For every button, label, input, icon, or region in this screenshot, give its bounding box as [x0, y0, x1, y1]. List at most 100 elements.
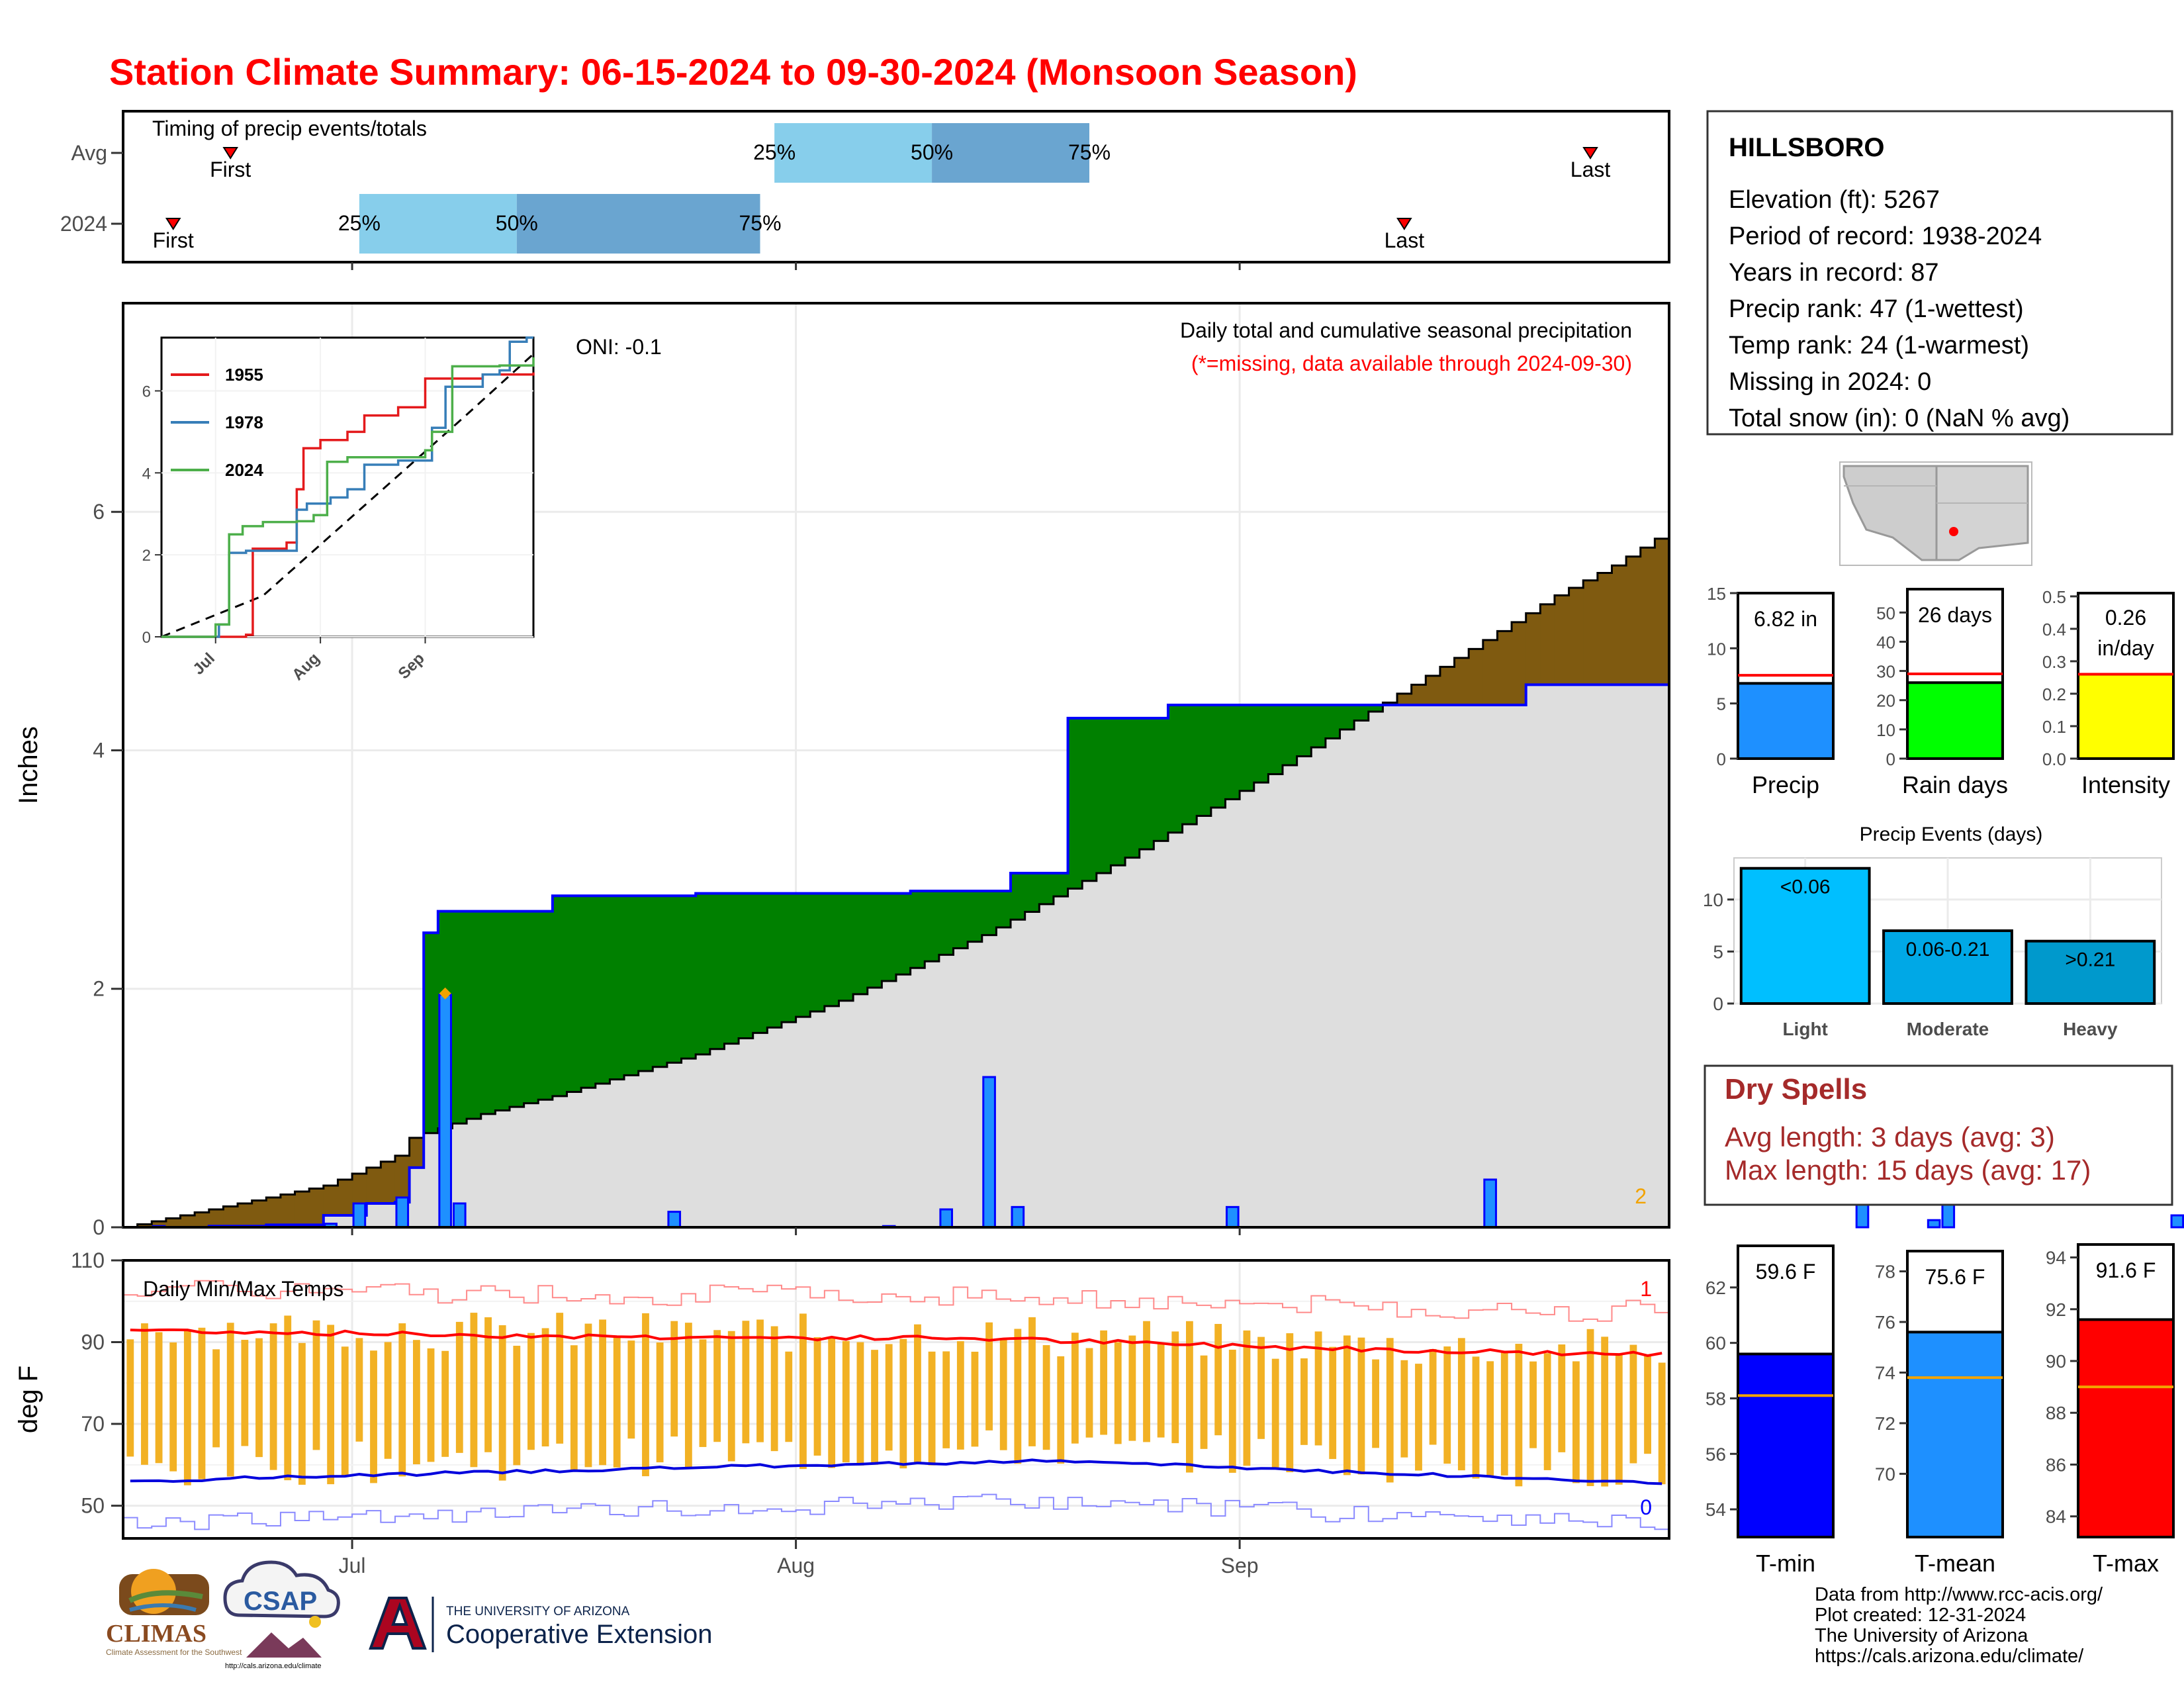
daily-temp-bar	[1028, 1317, 1036, 1446]
timing-label: Timing of precip events/totals	[152, 117, 427, 140]
surplus-segment	[1082, 718, 1097, 881]
daily-temp-bar	[384, 1342, 392, 1459]
tmin-gauge-tick: 60	[1706, 1333, 1726, 1354]
tmean-gauge-tick: 74	[1875, 1363, 1895, 1383]
daily-temp-bar	[971, 1351, 979, 1447]
tmax-gauge-tick: 92	[2046, 1299, 2066, 1320]
ua-logo-line2: Cooperative Extension	[446, 1620, 712, 1649]
surplus-segment	[1053, 873, 1069, 897]
surplus-segment	[867, 893, 882, 988]
daily-temp-bar	[1658, 1362, 1666, 1485]
raindays-gauge-tick: 50	[1876, 603, 1895, 623]
daily-temp-bar	[484, 1317, 492, 1452]
daily-temp-bar	[828, 1338, 836, 1468]
daily-precip-bar	[452, 1202, 467, 1229]
surplus-segment	[1311, 705, 1326, 747]
daily-temp-bar	[684, 1323, 692, 1468]
daily-temp-bar	[727, 1331, 735, 1462]
daily-temp-bar	[1400, 1360, 1408, 1458]
daily-temp-bar	[455, 1321, 463, 1453]
daily-temp-bar	[413, 1340, 420, 1465]
daily-temp-bar	[627, 1340, 635, 1439]
timing-bar-upper	[932, 123, 1089, 183]
raindays-gauge-tick: 20	[1876, 691, 1895, 711]
deficit-segment	[1612, 565, 1627, 685]
precip-events-y-tick: 5	[1713, 941, 1723, 962]
surplus-segment	[767, 893, 782, 1028]
precip-y-label: Inches	[14, 726, 43, 804]
precip-event-bar-label: 0.06-0.21	[1906, 939, 1990, 961]
inset-avg-line	[161, 353, 535, 638]
daily-temp-bar	[699, 1339, 707, 1447]
inset-series-2024	[161, 357, 535, 638]
daily-temp-bar	[756, 1319, 764, 1442]
oni-label: ONI: -0.1	[576, 335, 662, 359]
surplus-segment	[1240, 705, 1255, 791]
daily-temp-bar	[513, 1345, 521, 1466]
daily-precip-bar	[1927, 1219, 1941, 1229]
daily-temp-bar	[871, 1350, 878, 1465]
surplus-segment	[938, 891, 954, 955]
footer-credits: Data from http://www.rcc-acis.org/ Plot …	[1815, 1584, 2103, 1667]
precip-event-bar-moderate	[1882, 929, 2013, 1005]
surplus-segment	[1139, 718, 1154, 849]
deficit-segment	[381, 1161, 396, 1203]
deficit-segment	[1655, 538, 1670, 685]
station-line-0: Elevation (ft): 5267	[1729, 186, 1940, 214]
surplus-segment	[1125, 718, 1140, 858]
temp-panel-label: Daily Min/Max Temps	[143, 1277, 343, 1301]
daily-temp-bar	[312, 1320, 320, 1450]
daily-temp-bar	[742, 1321, 750, 1444]
deficit-segment	[1454, 657, 1469, 706]
deficit-segment	[1525, 613, 1541, 685]
surplus-segment	[480, 911, 496, 1114]
surplus-segment	[538, 911, 553, 1100]
csap-logo-text: CSAP	[244, 1587, 317, 1616]
daily-temp-bar	[999, 1338, 1007, 1450]
timing-panel: 25% 50% 75% First Last 25% 50% 75% First Last Tim…	[60, 110, 1670, 263]
raindays-gauge-tick: 30	[1876, 662, 1895, 682]
record-min-line	[123, 1493, 1669, 1530]
daily-temp-bar	[298, 1342, 306, 1485]
precip-events-chart: Precip Events (days) 0 5 10 <0.06 Light 0.06-…	[1703, 823, 2162, 1039]
daily-temp-bar	[985, 1322, 993, 1430]
daily-temp-bar	[1543, 1353, 1551, 1470]
surplus-segment	[796, 893, 811, 1017]
surplus-segment	[1268, 705, 1283, 774]
tmean-gauge-tick: 72	[1875, 1413, 1895, 1434]
daily-temp-bar	[1372, 1359, 1379, 1448]
daily-temp-bar	[1586, 1329, 1594, 1487]
tmean-gauge-title: T-mean	[1915, 1550, 1995, 1577]
surplus-segment	[510, 911, 525, 1107]
deficit-segment	[1554, 595, 1570, 685]
precip-y-tick: 2	[93, 977, 105, 1001]
daily-temp-bar	[1157, 1343, 1165, 1438]
daily-temp-bar	[441, 1350, 449, 1457]
surplus-segment	[1283, 705, 1298, 765]
deficit-segment	[238, 1203, 253, 1227]
timing-first-label: First	[210, 158, 251, 181]
deficit-segment	[195, 1212, 210, 1227]
timing-last-label: Last	[1570, 158, 1611, 181]
deficit-segment	[409, 1137, 424, 1168]
precip-panel: 0 2 4 6 Inches ONI: -0.1 Daily total and cu…	[14, 302, 2184, 1239]
daily-precip-bar	[2170, 1214, 2184, 1229]
precip-event-bar-label: >0.21	[2065, 949, 2115, 971]
tmin-gauge-title: T-min	[1756, 1550, 1815, 1577]
daily-temp-bar	[370, 1350, 377, 1483]
surplus-segment	[709, 893, 725, 1049]
deficit-segment	[295, 1191, 310, 1225]
deficit-segment	[223, 1206, 238, 1227]
max-marker	[439, 987, 451, 1000]
daily-temp-bar	[1057, 1356, 1065, 1464]
temp-corner-top: 1	[1640, 1277, 1652, 1301]
climas-logo-text: CLIMAS	[106, 1620, 206, 1648]
surplus-segment	[1325, 705, 1341, 739]
surplus-segment	[567, 896, 582, 1092]
timing-bar-lower	[774, 123, 933, 183]
precip-event-category: Moderate	[1907, 1019, 1989, 1039]
timing-pct-label: 25%	[338, 211, 381, 235]
daily-temp-bar	[1457, 1338, 1465, 1471]
intensity-gauge-bar	[2079, 674, 2172, 757]
